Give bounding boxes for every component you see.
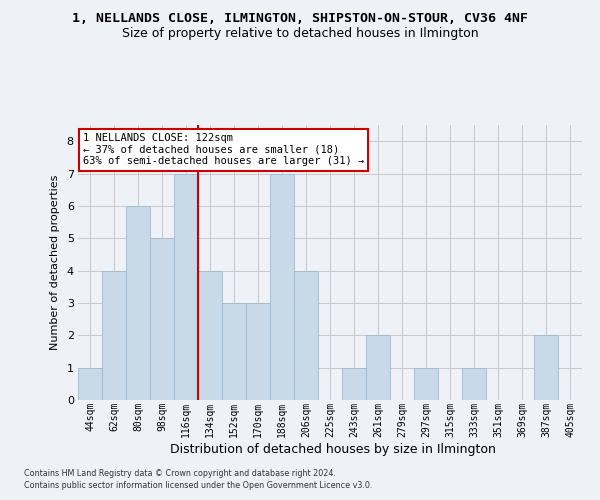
Bar <box>342 368 366 400</box>
Bar <box>78 368 102 400</box>
Text: Contains HM Land Registry data © Crown copyright and database right 2024.: Contains HM Land Registry data © Crown c… <box>24 468 336 477</box>
Text: Distribution of detached houses by size in Ilmington: Distribution of detached houses by size … <box>170 442 496 456</box>
Text: Size of property relative to detached houses in Ilmington: Size of property relative to detached ho… <box>122 28 478 40</box>
Text: 1 NELLANDS CLOSE: 122sqm
← 37% of detached houses are smaller (18)
63% of semi-d: 1 NELLANDS CLOSE: 122sqm ← 37% of detach… <box>83 133 364 166</box>
Text: Contains public sector information licensed under the Open Government Licence v3: Contains public sector information licen… <box>24 481 373 490</box>
Bar <box>222 303 246 400</box>
Bar <box>294 270 318 400</box>
Y-axis label: Number of detached properties: Number of detached properties <box>50 175 60 350</box>
Bar <box>534 336 558 400</box>
Text: 1, NELLANDS CLOSE, ILMINGTON, SHIPSTON-ON-STOUR, CV36 4NF: 1, NELLANDS CLOSE, ILMINGTON, SHIPSTON-O… <box>72 12 528 26</box>
Bar <box>462 368 486 400</box>
Bar <box>198 270 222 400</box>
Bar <box>102 270 126 400</box>
Bar <box>174 174 198 400</box>
Bar <box>270 174 294 400</box>
Bar <box>366 336 390 400</box>
Bar <box>414 368 438 400</box>
Bar <box>126 206 150 400</box>
Bar <box>150 238 174 400</box>
Bar <box>246 303 270 400</box>
